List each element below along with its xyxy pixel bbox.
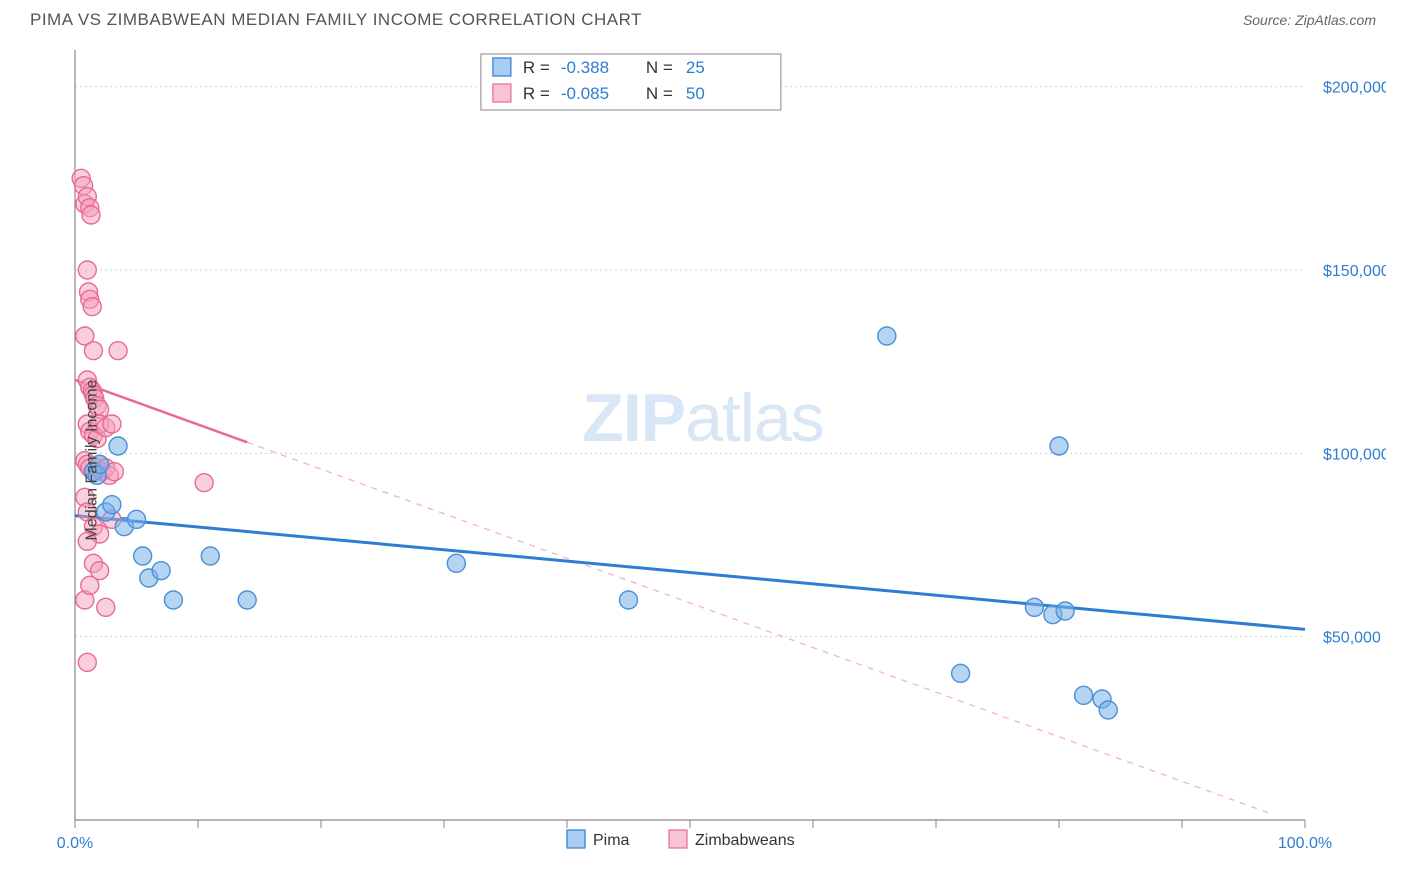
legend-n-label: N =	[646, 84, 673, 103]
chart-source: Source: ZipAtlas.com	[1243, 12, 1376, 28]
data-point-zimbabweans	[195, 474, 213, 492]
legend-r-label: R =	[523, 84, 550, 103]
data-point-zimbabweans	[78, 261, 96, 279]
data-point-zimbabweans	[84, 342, 102, 360]
x-tick-label: 100.0%	[1278, 835, 1332, 852]
data-point-pima	[447, 554, 465, 572]
data-point-zimbabweans	[103, 415, 121, 433]
legend-r-label: R =	[523, 58, 550, 77]
y-axis-label: Median Family Income	[83, 380, 101, 541]
chart-title: PIMA VS ZIMBABWEAN MEDIAN FAMILY INCOME …	[30, 10, 642, 30]
y-tick-label: $50,000	[1323, 630, 1381, 647]
scatter-chart: $50,000 $100,000 $150,000 $200,000 0.0% 100.0…	[20, 40, 1386, 880]
data-point-zimbabweans	[83, 298, 101, 316]
data-point-pima	[152, 562, 170, 580]
chart-area: Median Family Income ZIPatlas $50,000$10…	[20, 40, 1386, 880]
data-point-pima	[128, 510, 146, 528]
y-tick-label: $200,000	[1323, 80, 1386, 97]
data-point-pima	[103, 496, 121, 514]
data-point-pima	[164, 591, 182, 609]
y-tick-label: $150,000	[1323, 263, 1386, 280]
data-point-pima	[878, 327, 896, 345]
legend-swatch	[493, 84, 511, 102]
bottom-legend-label: Zimbabweans	[695, 832, 795, 849]
data-point-pima	[620, 591, 638, 609]
data-point-zimbabweans	[97, 598, 115, 616]
bottom-legend-label: Pima	[593, 832, 630, 849]
legend-n-value: 25	[686, 58, 705, 77]
bottom-legend-swatch	[567, 830, 585, 848]
legend-n-value: 50	[686, 84, 705, 103]
data-point-zimbabweans	[109, 342, 127, 360]
data-point-pima	[1050, 437, 1068, 455]
data-point-pima	[1025, 598, 1043, 616]
data-point-pima	[109, 437, 127, 455]
legend-r-value: -0.388	[561, 58, 609, 77]
data-point-pima	[238, 591, 256, 609]
data-point-pima	[1075, 686, 1093, 704]
data-point-pima	[1099, 701, 1117, 719]
trend-line-zimbabweans-dashed	[247, 442, 1268, 812]
data-point-pima	[1056, 602, 1074, 620]
legend-n-label: N =	[646, 58, 673, 77]
trend-line-pima	[75, 516, 1305, 630]
data-point-pima	[952, 664, 970, 682]
data-point-pima	[201, 547, 219, 565]
legend-r-value: -0.085	[561, 84, 609, 103]
bottom-legend-swatch	[669, 830, 687, 848]
data-point-zimbabweans	[78, 653, 96, 671]
x-tick-label: 0.0%	[57, 835, 93, 852]
data-point-zimbabweans	[82, 206, 100, 224]
y-tick-label: $100,000	[1323, 446, 1386, 463]
chart-header: PIMA VS ZIMBABWEAN MEDIAN FAMILY INCOME …	[0, 0, 1406, 36]
data-point-pima	[134, 547, 152, 565]
data-point-zimbabweans	[81, 576, 99, 594]
legend-swatch	[493, 58, 511, 76]
